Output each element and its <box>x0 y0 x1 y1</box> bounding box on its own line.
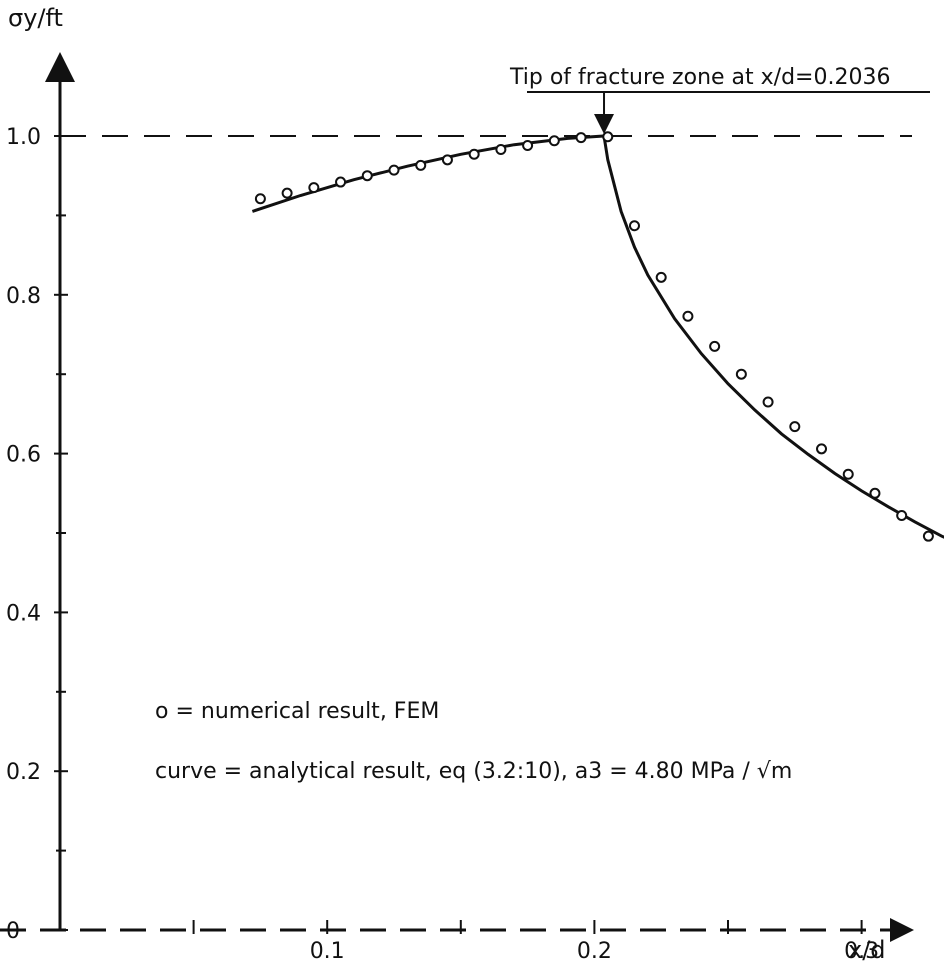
fem-point <box>468 148 480 160</box>
fem-point <box>682 310 694 322</box>
y-tick-label: 0.2 <box>6 760 41 785</box>
y-tick-label: 0.6 <box>6 443 41 468</box>
legend-points-note: o = numerical result, FEM <box>155 699 439 724</box>
y-tick-label: 0 <box>6 919 20 944</box>
x-tick-labels: 0.1 0.2 0.3 <box>310 939 879 964</box>
x-axis-arrowhead <box>890 918 914 942</box>
fem-point <box>842 468 854 480</box>
fem-point <box>602 131 614 143</box>
fem-point <box>335 176 347 188</box>
fem-point <box>922 530 934 542</box>
fem-point <box>308 182 320 194</box>
fem-point <box>361 170 373 182</box>
fem-point <box>415 159 427 171</box>
fem-point <box>548 135 560 147</box>
fem-point <box>789 421 801 433</box>
x-tick-marks <box>192 920 863 934</box>
fem-point <box>735 368 747 380</box>
fem-point <box>441 154 453 166</box>
analytical-curve <box>251 134 944 539</box>
fem-points <box>254 131 934 542</box>
y-axis-title: σy/ft <box>8 4 63 32</box>
x-tick-label: 0.1 <box>310 939 345 964</box>
y-tick-label: 0.8 <box>6 284 41 309</box>
y-tick-labels: 0 0.2 0.4 0.6 0.8 1.0 <box>6 125 41 944</box>
fem-point <box>896 510 908 522</box>
fem-point <box>709 340 721 352</box>
fem-point <box>281 187 293 199</box>
fem-point <box>254 193 266 205</box>
fem-point <box>816 443 828 455</box>
y-tick-label: 0.4 <box>6 601 41 626</box>
fem-point <box>575 132 587 144</box>
x-tick-label: 0.2 <box>577 939 612 964</box>
tip-annotation-label: Tip of fracture zone at x/d=0.2036 <box>509 65 890 90</box>
x-axis-title: x/d <box>848 936 886 964</box>
fem-point <box>655 271 667 283</box>
fem-point <box>388 164 400 176</box>
fem-point <box>762 396 774 408</box>
y-tick-label: 1.0 <box>6 125 41 150</box>
fem-point <box>495 143 507 155</box>
legend-curve-note: curve = analytical result, eq (3.2:10), … <box>155 759 792 784</box>
fem-point <box>522 140 534 152</box>
x-tick-label: 0.3 <box>844 939 879 964</box>
fem-point <box>628 220 640 232</box>
fem-point <box>869 487 881 499</box>
